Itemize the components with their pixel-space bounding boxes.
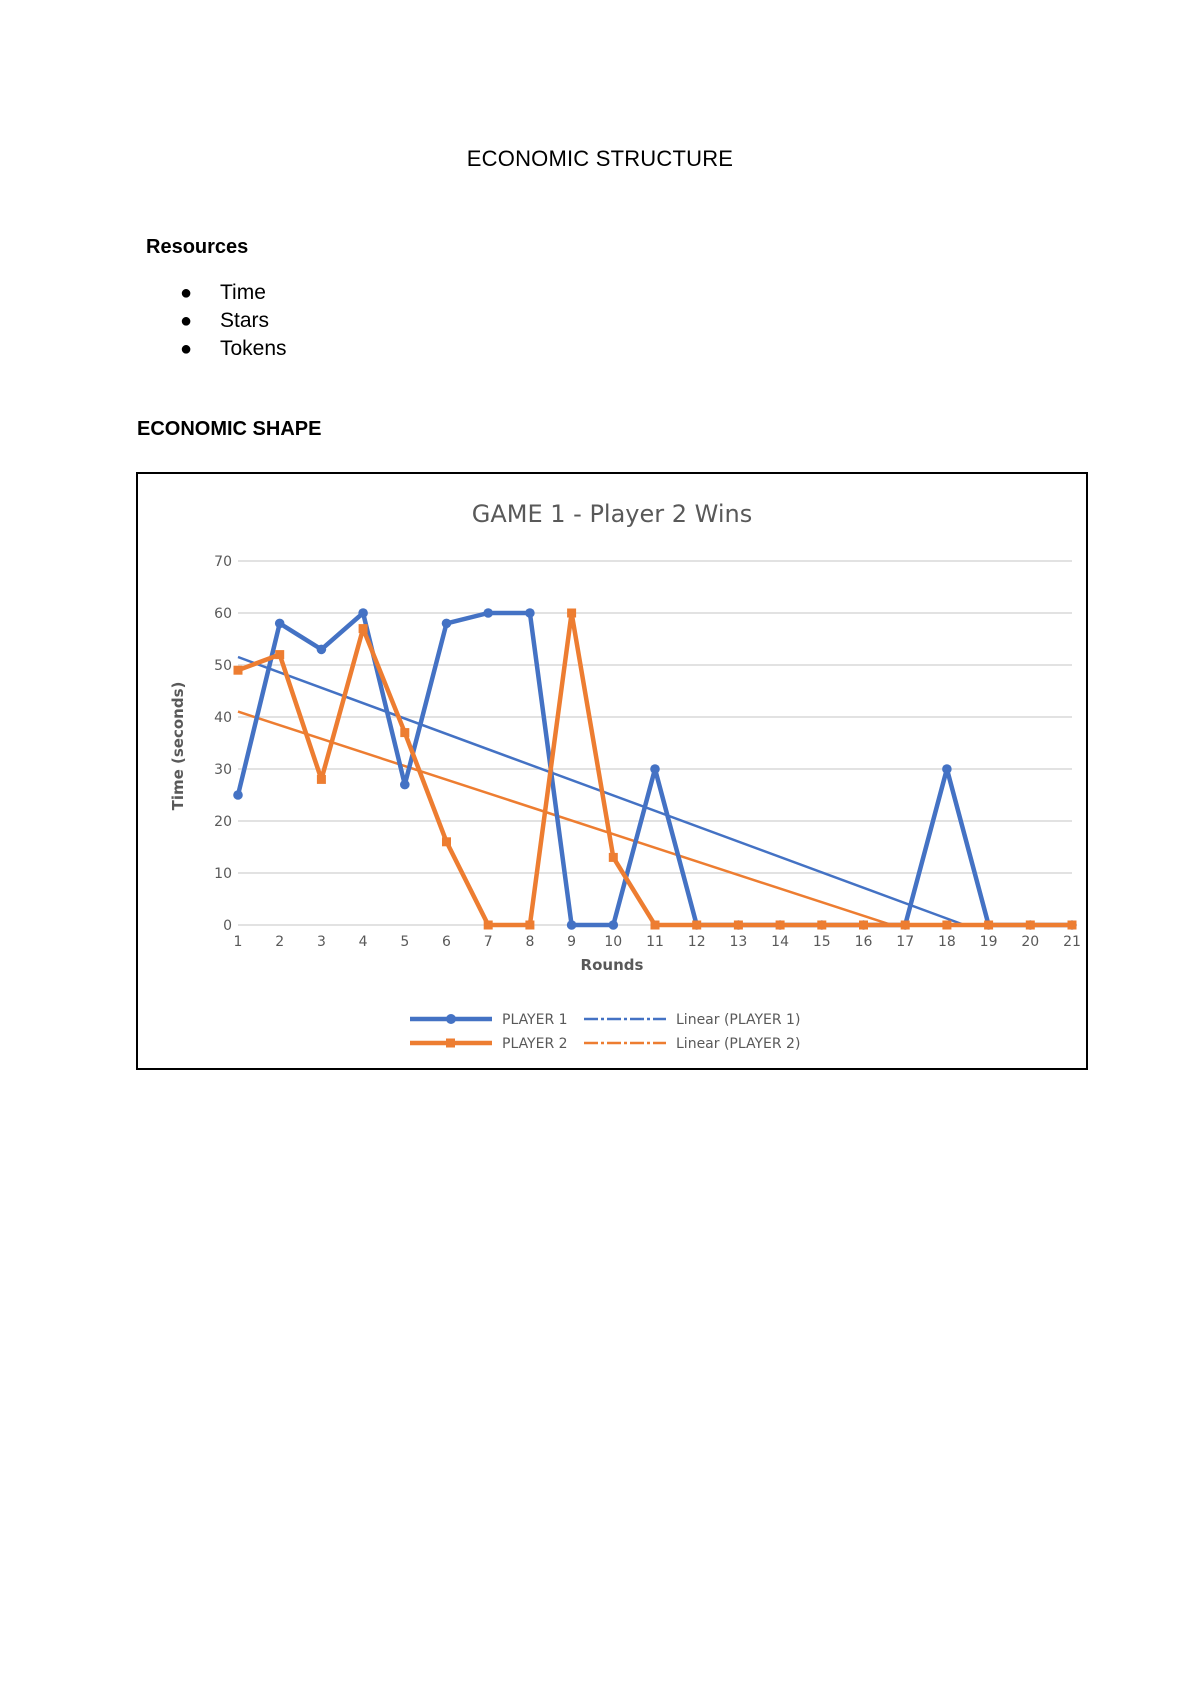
x-tick-label: 21: [1063, 934, 1081, 950]
data-point: [650, 764, 660, 774]
y-tick-label: 40: [214, 710, 232, 726]
legend-marker: [446, 1014, 456, 1024]
resources-list: ● Time ● Stars ● Tokens: [180, 279, 287, 363]
data-point: [316, 644, 327, 655]
data-point: [358, 608, 368, 618]
line-chart: GAME 1 - Player 2 Wins 0 10 20 30 40 50 60 70 1…: [169, 500, 1081, 1052]
x-tick-label: 16: [855, 934, 873, 950]
data-point: [900, 920, 910, 930]
list-item-label: Tokens: [220, 337, 287, 360]
x-tick-label: 2: [275, 934, 284, 950]
y-tick-label: 70: [214, 554, 232, 570]
x-tick-label: 20: [1021, 934, 1039, 950]
data-series: [233, 608, 1077, 930]
legend-label: PLAYER 1: [502, 1012, 568, 1028]
legend-label: PLAYER 2: [502, 1036, 568, 1052]
bullet-icon: ●: [180, 309, 193, 332]
chart-title: GAME 1 - Player 2 Wins: [472, 500, 753, 528]
chart-container: GAME 1 - Player 2 Wins 0 10 20 30 40 50 60 70 1…: [136, 472, 1088, 1070]
chart-legend: PLAYER 1 Linear (PLAYER 1) PLAYER 2 Linear …: [410, 1012, 800, 1052]
x-tick-label: 14: [771, 934, 789, 950]
x-tick-label: 18: [938, 934, 956, 950]
x-tick-label: 7: [484, 934, 493, 950]
data-point: [483, 920, 493, 930]
x-tick-label: 1: [234, 934, 243, 950]
data-point: [817, 920, 827, 930]
data-point: [275, 650, 285, 660]
x-tick-label: 3: [317, 934, 326, 950]
data-point: [358, 624, 368, 634]
data-point: [942, 920, 952, 930]
data-point: [233, 665, 243, 675]
data-point: [608, 852, 618, 862]
x-tick-label: 6: [442, 934, 451, 950]
data-point: [400, 728, 410, 738]
y-tick-label: 50: [214, 658, 232, 674]
data-point: [525, 608, 535, 618]
document-title: ECONOMIC STRUCTURE: [466, 146, 734, 171]
x-tick-label: 17: [896, 934, 914, 950]
x-tick-label: 5: [400, 934, 409, 950]
data-point: [984, 920, 994, 930]
data-point: [441, 618, 452, 629]
x-tick-label: 9: [567, 934, 576, 950]
list-item-label: Time: [220, 281, 266, 304]
data-point: [567, 608, 577, 618]
x-axis-title: Rounds: [581, 956, 644, 974]
data-point: [442, 837, 451, 847]
list-item: ● Stars: [180, 307, 287, 335]
data-point: [400, 779, 410, 790]
y-tick-label: 10: [214, 866, 232, 882]
y-axis-title: Time (seconds): [169, 682, 187, 811]
resources-heading: Resources: [146, 236, 249, 258]
data-point: [608, 920, 619, 930]
x-tick-label: 13: [729, 934, 747, 950]
legend-label: Linear (PLAYER 2): [676, 1036, 800, 1052]
data-point: [483, 608, 494, 618]
data-point: [650, 920, 660, 930]
data-point: [942, 764, 952, 774]
data-point: [274, 618, 285, 629]
list-item: ● Time: [180, 279, 287, 307]
bullet-icon: ●: [180, 281, 193, 304]
data-point: [1067, 920, 1077, 930]
economic-shape-heading: ECONOMIC SHAPE: [137, 418, 322, 440]
data-point: [859, 920, 868, 930]
y-tick-label: 20: [214, 814, 232, 830]
data-point: [692, 920, 702, 930]
y-tick-label: 30: [214, 762, 232, 778]
x-tick-label: 11: [646, 934, 664, 950]
bullet-icon: ●: [180, 337, 193, 360]
y-axis-ticks: 0 10 20 30 40 50 60 70: [214, 554, 232, 934]
x-tick-label: 15: [813, 934, 831, 950]
legend-label: Linear (PLAYER 1): [676, 1012, 800, 1028]
x-tick-label: 19: [980, 934, 998, 950]
trendline: [237, 710, 893, 927]
y-tick-label: 0: [223, 918, 232, 934]
x-tick-label: 12: [688, 934, 706, 950]
x-axis-ticks: 1 2 3 4 5 6 7 8 9 10 11 12 13 14 15 16 17 18 19 20 21: [234, 934, 1081, 950]
data-point: [525, 920, 535, 930]
list-item: ● Tokens: [180, 335, 287, 363]
data-point: [233, 790, 243, 800]
data-point: [775, 920, 785, 930]
data-point: [1025, 920, 1035, 930]
list-item-label: Stars: [220, 309, 270, 332]
legend-marker: [446, 1038, 455, 1048]
data-point: [316, 774, 326, 784]
data-point: [733, 920, 743, 930]
x-tick-label: 4: [359, 934, 368, 950]
x-tick-label: 10: [604, 934, 622, 950]
y-tick-label: 60: [214, 606, 232, 622]
data-point: [566, 920, 577, 930]
x-tick-label: 8: [525, 934, 534, 950]
